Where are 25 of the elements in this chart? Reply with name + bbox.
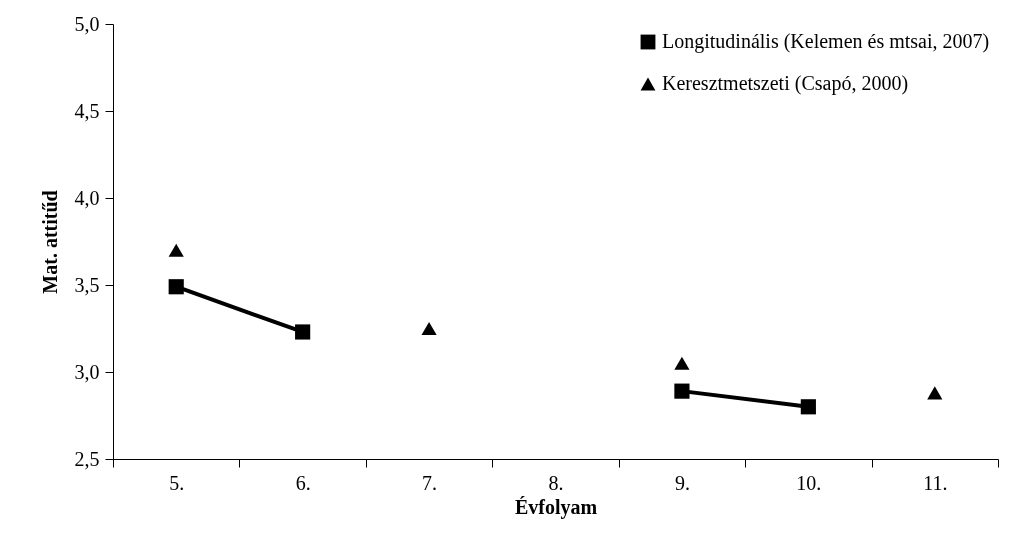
point — [168, 279, 184, 295]
x-tick-label: 8. — [548, 471, 564, 494]
point — [674, 383, 690, 399]
y-tick-label: 3,5 — [74, 273, 100, 296]
y-tick-label: 4,0 — [74, 186, 100, 209]
legend-label: Longitudinális (Kelemen és mtsai, 2007) — [662, 30, 990, 53]
y-tick-label: 5,0 — [74, 12, 100, 35]
y-axis-title: Mat. attitűd — [38, 190, 61, 294]
y-tick-label: 3,0 — [74, 360, 100, 383]
point — [674, 356, 690, 370]
x-axis-title: Évfolyam — [514, 495, 598, 519]
x-tick-label: 5. — [169, 471, 185, 494]
x-tick-label: 9. — [674, 471, 690, 494]
x-tick-label: 10. — [796, 471, 822, 494]
y-tick-label: 2,5 — [74, 447, 100, 470]
x-tick-label: 11. — [923, 471, 948, 494]
point — [168, 243, 184, 257]
point — [421, 321, 437, 336]
x-tick-label: 6. — [295, 471, 311, 494]
legend-label: Keresztmetszeti (Csapó, 2000) — [662, 72, 909, 95]
point — [927, 386, 943, 400]
y-tick-label: 4,5 — [74, 99, 100, 122]
x-tick-label: 7. — [422, 471, 438, 494]
point — [295, 324, 311, 340]
point — [800, 399, 816, 415]
